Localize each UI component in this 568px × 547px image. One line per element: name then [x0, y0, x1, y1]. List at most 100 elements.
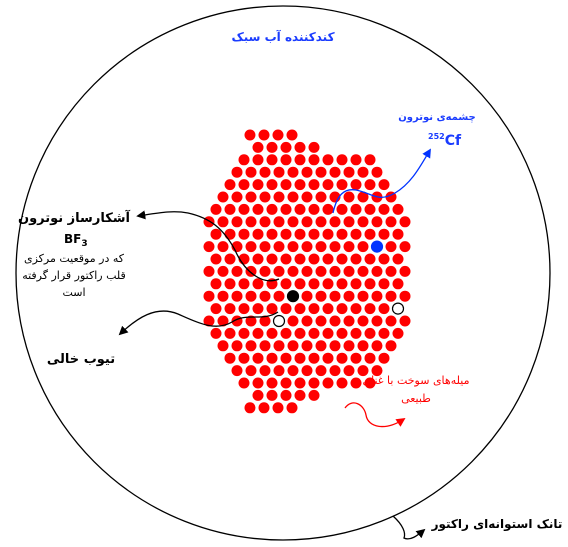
fuel-rod — [287, 166, 299, 178]
source-isotope-symbol: Cf — [445, 133, 462, 149]
fuel-rod — [329, 315, 341, 327]
fuel-rod — [364, 179, 376, 191]
fuel-rod — [280, 278, 292, 290]
fuel-rod — [259, 290, 271, 302]
fuel-leader-arrow — [344, 402, 406, 428]
fuel-rod — [259, 315, 271, 327]
fuel-rod — [385, 265, 397, 277]
fuel-rod — [266, 141, 278, 153]
fuel-rod — [343, 290, 355, 302]
fuel-rod — [329, 365, 341, 377]
fuel-rod — [371, 340, 383, 352]
fuel-rod — [343, 241, 355, 253]
fuel-rod — [252, 203, 264, 215]
fuel-rod — [350, 203, 362, 215]
fuel-rod — [322, 377, 334, 389]
fuel-rod — [217, 290, 229, 302]
fuel-rod — [259, 365, 271, 377]
fuel-rod — [308, 228, 320, 240]
fuel-rod — [217, 191, 229, 203]
fuel-rod — [266, 377, 278, 389]
fuel-rod — [315, 365, 327, 377]
fuel-rod — [315, 265, 327, 277]
fuel-rod — [245, 216, 257, 228]
fuel-rod — [245, 191, 257, 203]
detector-desc-line1: که در موقعیت مرکزی — [24, 252, 125, 265]
fuel-rod — [217, 216, 229, 228]
fuel-rod — [315, 290, 327, 302]
fuel-rod — [378, 303, 390, 315]
detector-rod — [286, 290, 300, 303]
fuel-rod — [238, 179, 250, 191]
fuel-rod — [266, 253, 278, 265]
fuel-rod — [350, 154, 362, 166]
fuel-rod — [301, 191, 313, 203]
fuel-rod — [294, 303, 306, 315]
fuel-rod — [364, 303, 376, 315]
fuel-rod — [364, 278, 376, 290]
fuel-rod — [294, 377, 306, 389]
fuel-rod — [273, 365, 285, 377]
fuel-rod — [399, 241, 411, 253]
fuel-rod — [238, 203, 250, 215]
fuel-rod — [287, 216, 299, 228]
fuel-rod — [203, 216, 215, 228]
fuel-rod — [392, 228, 404, 240]
fuel-rod — [224, 303, 236, 315]
fuel-rod — [343, 340, 355, 352]
fuel-rod — [238, 228, 250, 240]
fuel-rod — [315, 216, 327, 228]
fuel-rod — [385, 290, 397, 302]
fuel-rod — [273, 241, 285, 253]
fuel-rod — [231, 365, 243, 377]
tank-label: تانک استوانه‌ای راکتور — [431, 517, 563, 532]
fuel-rod — [266, 228, 278, 240]
fuel-rod — [266, 154, 278, 166]
fuel-rod — [357, 166, 369, 178]
fuel-rod — [364, 253, 376, 265]
fuel-rod — [371, 365, 383, 377]
fuel-rod — [336, 377, 348, 389]
fuel-rod — [308, 154, 320, 166]
fuel-rod — [280, 352, 292, 364]
fuel-rod — [203, 241, 215, 253]
fuel-rod — [350, 352, 362, 364]
fuel-rod — [294, 203, 306, 215]
fuel-rod — [315, 166, 327, 178]
fuel-rod — [378, 253, 390, 265]
fuel-rod — [238, 327, 250, 339]
fuel-rod — [315, 191, 327, 203]
fuel-rod — [259, 241, 271, 253]
fuel-rod — [329, 290, 341, 302]
fuel-rod — [336, 203, 348, 215]
fuel-rod — [294, 389, 306, 401]
fuel-rod — [280, 389, 292, 401]
fuel-rod-lattice — [203, 129, 411, 414]
detector-type-sub: 3 — [81, 239, 87, 249]
fuel-rod — [280, 141, 292, 153]
fuel-rod — [392, 203, 404, 215]
fuel-rod — [286, 129, 298, 141]
fuel-rod — [308, 203, 320, 215]
fuel-rod — [385, 241, 397, 253]
fuel-rod — [350, 253, 362, 265]
fuel-rod — [308, 303, 320, 315]
fuel-rod — [322, 278, 334, 290]
fuel-rod — [301, 340, 313, 352]
detector-desc-line2: قلب راکتور قرار گرفته — [22, 269, 126, 282]
fuel-rod — [399, 216, 411, 228]
fuel-rod — [301, 241, 313, 253]
fuel-rod — [308, 377, 320, 389]
fuel-rod — [385, 315, 397, 327]
fuel-rod — [336, 327, 348, 339]
fuel-rod — [371, 166, 383, 178]
fuel-rod — [392, 253, 404, 265]
neutron-source-rod — [370, 240, 384, 253]
fuel-rod — [210, 278, 222, 290]
fuel-rod — [286, 402, 298, 414]
fuel-rod — [280, 203, 292, 215]
fuel-rod — [272, 402, 284, 414]
fuel-rod — [399, 265, 411, 277]
fuel-rod — [336, 253, 348, 265]
